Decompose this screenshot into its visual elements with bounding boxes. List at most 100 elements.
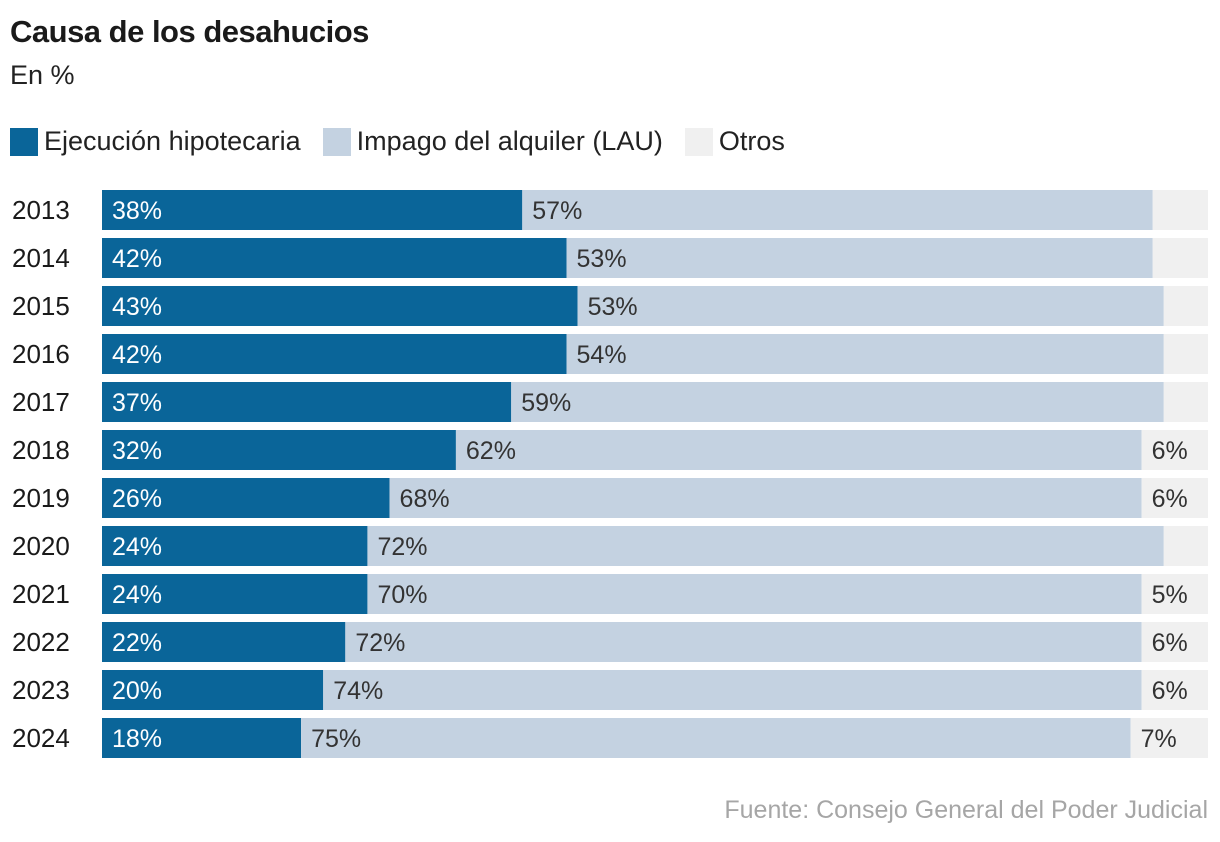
bar-2022-series-0 (102, 622, 346, 662)
data-label-2020-series-1: 72% (377, 533, 427, 561)
data-label-2020-series-0: 24% (112, 533, 162, 561)
bar-row-2021: 2021 24% 70% 5% (12, 574, 1208, 614)
bar-2020-series-1 (367, 526, 1164, 566)
bar-2023-series-2 (1141, 670, 1208, 710)
data-label-2019-series-1: 68% (400, 485, 450, 513)
data-label-2018-series-1: 62% (466, 437, 516, 465)
data-label-2015-series-0: 43% (112, 293, 162, 321)
data-label-2022-series-2: 6% (1152, 629, 1188, 657)
bar-2013-series-1 (522, 190, 1153, 230)
bar-2020-series-0 (102, 526, 368, 566)
data-label-2016-series-1: 54% (577, 341, 627, 369)
data-label-2019-series-2: 6% (1152, 485, 1188, 513)
legend-item-ejecucion: Ejecución hipotecaria (10, 126, 301, 157)
data-label-2013-series-1: 57% (532, 197, 582, 225)
bar-row-2013: 2013 38% 57% (12, 190, 1208, 230)
source-note: Fuente: Consejo General del Poder Judici… (724, 796, 1208, 824)
year-label-2019: 2019 (12, 483, 70, 513)
year-label-2017: 2017 (12, 387, 70, 417)
bar-row-2024: 2024 18% 75% 7% (12, 718, 1208, 758)
legend-swatch-otros (684, 127, 713, 156)
data-label-2024-series-2: 7% (1141, 725, 1177, 753)
data-label-2014-series-0: 42% (112, 245, 162, 273)
bar-row-2015: 2015 43% 53% (12, 286, 1208, 326)
year-label-2014: 2014 (12, 243, 70, 273)
data-label-2018-series-2: 6% (1152, 437, 1188, 465)
bar-row-2014: 2014 42% 53% (12, 238, 1208, 278)
bar-2018-series-0 (102, 430, 456, 470)
bar-2023-series-0 (102, 670, 324, 710)
bar-2014-series-1 (566, 238, 1153, 278)
bar-2024-series-0 (102, 718, 302, 758)
bar-2015-series-0 (102, 286, 578, 326)
data-label-2022-series-0: 22% (112, 629, 162, 657)
bar-2016-series-2 (1163, 334, 1208, 374)
bar-2020-series-2 (1163, 526, 1208, 566)
data-label-2017-series-1: 59% (521, 389, 571, 417)
data-label-2019-series-0: 26% (112, 485, 162, 513)
year-label-2023: 2023 (12, 675, 70, 705)
data-label-2024-series-0: 18% (112, 725, 162, 753)
bar-2016-series-0 (102, 334, 567, 374)
data-label-2023-series-0: 20% (112, 677, 162, 705)
legend-item-impago: Impago del alquiler (LAU) (322, 126, 663, 157)
bar-2024-series-1 (301, 718, 1131, 758)
data-label-2013-series-0: 38% (112, 197, 162, 225)
bar-2014-series-0 (102, 238, 567, 278)
data-label-2023-series-2: 6% (1152, 677, 1188, 705)
legend-swatch-ejecucion (10, 127, 38, 156)
bar-2015-series-1 (577, 286, 1164, 326)
year-label-2021: 2021 (12, 579, 70, 609)
legend-swatch-impago (322, 127, 351, 156)
bar-2024-series-2 (1130, 718, 1208, 758)
legend-item-otros: Otros (684, 126, 785, 157)
bar-2021-series-1 (367, 574, 1142, 614)
bar-row-2023: 2023 20% 74% 6% (12, 670, 1208, 710)
year-label-2016: 2016 (12, 339, 70, 369)
bar-2023-series-1 (323, 670, 1142, 710)
legend-label-ejecucion: Ejecución hipotecaria (44, 126, 301, 156)
data-label-2014-series-1: 53% (577, 245, 627, 273)
year-label-2018: 2018 (12, 435, 70, 465)
bar-2017-series-0 (102, 382, 512, 422)
data-label-2018-series-0: 32% (112, 437, 162, 465)
bar-2022-series-1 (345, 622, 1142, 662)
data-label-2015-series-1: 53% (588, 293, 638, 321)
bar-2019-series-2 (1141, 478, 1208, 518)
bar-2014-series-2 (1152, 238, 1208, 278)
legend-label-impago: Impago del alquiler (LAU) (356, 126, 663, 156)
bar-row-2017: 2017 37% 59% (12, 382, 1208, 422)
data-label-2017-series-0: 37% (112, 389, 162, 417)
bar-2015-series-2 (1163, 286, 1208, 326)
bar-2019-series-0 (102, 478, 390, 518)
bar-2017-series-1 (511, 382, 1164, 422)
legend: Ejecución hipotecaria Impago del alquile… (10, 126, 807, 157)
data-label-2024-series-1: 75% (311, 725, 361, 753)
bar-row-2018: 2018 32% 62% 6% (12, 430, 1208, 470)
bar-2018-series-1 (455, 430, 1142, 470)
year-label-2015: 2015 (12, 291, 70, 321)
year-label-2022: 2022 (12, 627, 70, 657)
chart-subtitle: En % (10, 60, 75, 90)
data-label-2021-series-0: 24% (112, 581, 162, 609)
bar-2021-series-2 (1141, 574, 1208, 614)
data-label-2021-series-1: 70% (377, 581, 427, 609)
data-label-2023-series-1: 74% (333, 677, 383, 705)
bar-row-2019: 2019 26% 68% 6% (12, 478, 1208, 518)
data-label-2016-series-0: 42% (112, 341, 162, 369)
legend-label-otros: Otros (718, 126, 785, 156)
bar-2013-series-2 (1152, 190, 1208, 230)
bar-2017-series-2 (1163, 382, 1208, 422)
chart-title: Causa de los desahucios (10, 14, 369, 49)
year-label-2024: 2024 (12, 723, 70, 753)
bar-2013-series-0 (102, 190, 523, 230)
bar-2021-series-0 (102, 574, 368, 614)
bar-2016-series-1 (566, 334, 1164, 374)
bar-2018-series-2 (1141, 430, 1208, 470)
bar-2019-series-1 (389, 478, 1142, 518)
bar-2022-series-2 (1141, 622, 1208, 662)
data-label-2022-series-1: 72% (355, 629, 405, 657)
bar-row-2016: 2016 42% 54% (12, 334, 1208, 374)
bar-row-2022: 2022 22% 72% 6% (12, 622, 1208, 662)
